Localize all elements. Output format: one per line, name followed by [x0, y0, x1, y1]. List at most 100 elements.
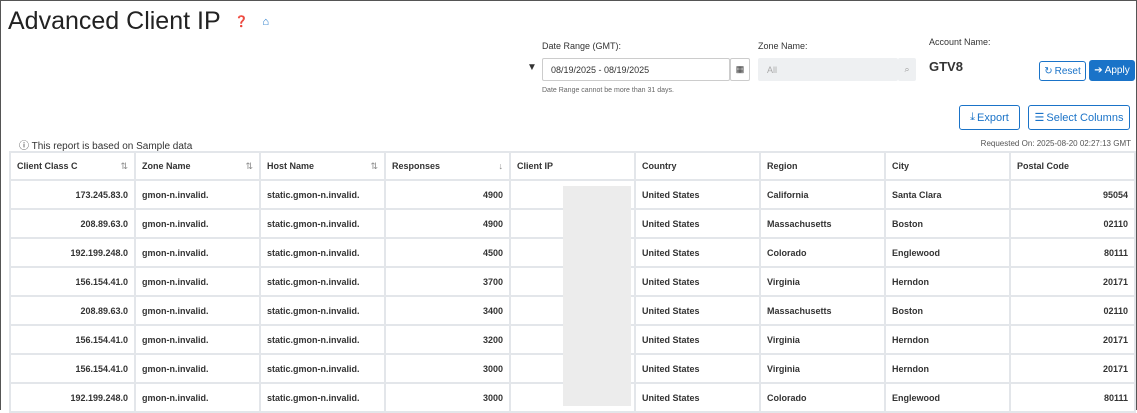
table-cell: Englewood [884, 237, 1011, 268]
requested-on: Requested On: 2025-08-20 02:27:13 GMT [980, 139, 1131, 148]
home-icon[interactable]: ⌂ [262, 15, 269, 28]
account-name-label: Account Name: [929, 37, 991, 47]
table-cell: United States [634, 208, 761, 239]
column-header[interactable]: Country [634, 151, 761, 181]
column-header[interactable]: City [884, 151, 1011, 181]
table-cell: Herndon [884, 266, 1011, 297]
table-cell: Herndon [884, 324, 1011, 355]
table-cell: United States [634, 237, 761, 268]
table-cell: Virginia [759, 324, 886, 355]
column-header-label: Client IP [517, 161, 554, 171]
column-header[interactable]: Client IP [509, 151, 636, 181]
table-cell: Herndon [884, 353, 1011, 384]
sort-icon[interactable]: ⇅ [370, 160, 378, 171]
help-icon[interactable]: ❓ [234, 16, 249, 28]
column-header[interactable]: Zone Name ⇅ [134, 151, 261, 181]
table-cell: 20171 [1009, 324, 1136, 355]
table-cell: United States [634, 324, 761, 355]
table-cell: 3000 [384, 382, 511, 413]
apply-button[interactable]: ➔ Apply [1089, 60, 1135, 81]
table-cell: 4900 [384, 208, 511, 239]
table-cell: 192.199.248.0 [9, 237, 136, 268]
table-cell: 156.154.41.0 [9, 324, 136, 355]
select-columns-button[interactable]: ☰ Select Columns [1028, 105, 1130, 130]
table-cell: United States [634, 266, 761, 297]
date-range-input[interactable]: 08/19/2025 - 08/19/2025 [542, 58, 730, 81]
column-header[interactable]: Postal Code [1009, 151, 1136, 181]
reset-icon: ↻ [1044, 65, 1053, 77]
table-cell: 3000 [384, 353, 511, 384]
table-cell: static.gmon-n.invalid. [259, 208, 386, 239]
table-cell: 173.245.83.0 [9, 179, 136, 210]
table-cell: 156.154.41.0 [9, 266, 136, 297]
table-cell: 208.89.63.0 [9, 208, 136, 239]
sort-icon[interactable]: ⇅ [245, 160, 253, 171]
table-cell: 208.89.63.0 [9, 295, 136, 326]
table-cell: gmon-n.invalid. [134, 353, 261, 384]
table-cell: gmon-n.invalid. [134, 382, 261, 413]
column-header-label: Client Class C [17, 161, 78, 171]
column-header-label: City [892, 161, 910, 171]
table-cell: United States [634, 295, 761, 326]
table-cell: Colorado [759, 237, 886, 268]
reset-label: Reset [1054, 65, 1081, 77]
column-header-label: Region [767, 161, 798, 171]
table-cell: 3700 [384, 266, 511, 297]
table-cell: 80111 [1009, 237, 1136, 268]
export-button[interactable]: ⤓ Export [959, 105, 1020, 130]
account-name-value: GTV8 [929, 59, 963, 74]
table-cell: Massachusetts [759, 208, 886, 239]
table-cell: Santa Clara [884, 179, 1011, 210]
table-cell: gmon-n.invalid. [134, 266, 261, 297]
table-cell: 4900 [384, 179, 511, 210]
column-header[interactable]: Responses ↓ [384, 151, 511, 181]
table-cell: Boston [884, 208, 1011, 239]
filter-icon: ▼ [527, 62, 537, 73]
apply-icon: ➔ [1094, 65, 1103, 76]
column-header[interactable]: Region [759, 151, 886, 181]
table-cell: gmon-n.invalid. [134, 179, 261, 210]
table-row: 173.245.83.0 gmon-n.invalid. static.gmon-n… [9, 179, 1136, 210]
column-header-label: Host Name [267, 161, 315, 171]
table-cell: static.gmon-n.invalid. [259, 324, 386, 355]
table-row: 208.89.63.0 gmon-n.invalid. static.gmon-n.… [9, 295, 1136, 326]
table-cell: 02110 [1009, 295, 1136, 326]
info-icon: ⓘ [19, 141, 29, 152]
calendar-icon[interactable]: ▦ [730, 58, 750, 81]
zone-name-label: Zone Name: [758, 41, 808, 51]
table-cell: California [759, 179, 886, 210]
date-range-hint: Date Range cannot be more than 31 days. [542, 87, 674, 94]
table-cell: static.gmon-n.invalid. [259, 353, 386, 384]
page-title: Advanced Client IP [8, 7, 221, 35]
reset-button[interactable]: ↻ Reset [1039, 61, 1086, 81]
search-icon[interactable]: ⌕ [898, 58, 916, 81]
title-bar: Advanced Client IP ❓ ⌂ [8, 7, 269, 36]
select-columns-label: Select Columns [1046, 111, 1124, 124]
column-header[interactable]: Host Name ⇅ [259, 151, 386, 181]
table-cell: static.gmon-n.invalid. [259, 179, 386, 210]
table-cell: Virginia [759, 266, 886, 297]
table-cell: Massachusetts [759, 295, 886, 326]
sort-icon[interactable]: ⇅ [120, 160, 128, 171]
table-cell: 95054 [1009, 179, 1136, 210]
table-cell: Boston [884, 295, 1011, 326]
column-header-label: Postal Code [1017, 161, 1070, 171]
table-cell: static.gmon-n.invalid. [259, 266, 386, 297]
table-cell: 156.154.41.0 [9, 353, 136, 384]
sliders-icon: ☰ [1034, 112, 1045, 124]
zone-name-input[interactable]: All [758, 58, 898, 81]
table-cell: static.gmon-n.invalid. [259, 382, 386, 413]
table-cell: static.gmon-n.invalid. [259, 237, 386, 268]
table-row: 156.154.41.0 gmon-n.invalid. static.gmon-n… [9, 324, 1136, 355]
download-icon: ⤓ [970, 111, 976, 123]
table-cell: 80111 [1009, 382, 1136, 413]
table-cell: static.gmon-n.invalid. [259, 295, 386, 326]
table-cell: 4500 [384, 237, 511, 268]
table-cell: Colorado [759, 382, 886, 413]
table-cell: 192.199.248.0 [9, 382, 136, 413]
sort-icon[interactable]: ↓ [498, 161, 504, 171]
sample-note-text: This report is based on Sample data [31, 141, 193, 152]
column-header[interactable]: Client Class C ⇅ [9, 151, 136, 181]
table-cell: gmon-n.invalid. [134, 324, 261, 355]
table-cell: 20171 [1009, 353, 1136, 384]
